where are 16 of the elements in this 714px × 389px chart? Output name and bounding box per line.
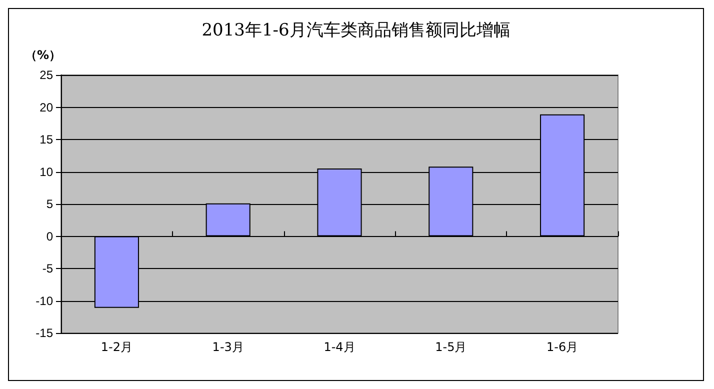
y-axis-title: （%） bbox=[24, 48, 61, 62]
y-tick-label: 20 bbox=[40, 100, 54, 114]
y-tick-label: -15 bbox=[36, 326, 54, 340]
y-tick-label: 0 bbox=[46, 229, 54, 244]
y-tick-label: 5 bbox=[46, 197, 54, 211]
x-tick-label: 1-2月 bbox=[100, 340, 133, 354]
x-tick-label: 1-6月 bbox=[546, 340, 578, 354]
chart-title: 2013年1-6月汽车类商品销售额同比增幅 bbox=[202, 20, 510, 40]
y-tick-label: -5 bbox=[42, 262, 54, 276]
x-tick-label: 1-4月 bbox=[324, 340, 356, 354]
x-tick-label: 1-3月 bbox=[212, 340, 244, 354]
y-tick-label: 15 bbox=[40, 132, 54, 146]
x-tick-label: 1-5月 bbox=[435, 340, 467, 354]
y-tick-label: -10 bbox=[36, 294, 54, 308]
y-tick-label: 25 bbox=[40, 68, 54, 82]
y-tick-label: 10 bbox=[40, 164, 54, 179]
